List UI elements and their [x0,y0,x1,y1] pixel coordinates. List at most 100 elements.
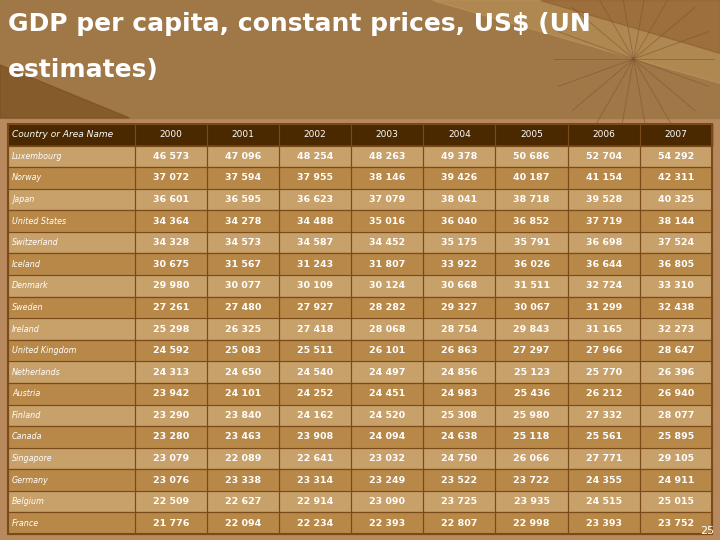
Bar [640,491,712,512]
Bar [8,124,712,146]
Text: 32 273: 32 273 [658,325,694,334]
Text: 2002: 2002 [304,130,326,139]
Bar [567,491,640,512]
Bar [135,232,207,253]
Bar [135,296,207,318]
Bar [207,210,279,232]
Text: 24 313: 24 313 [153,368,189,377]
Bar [279,275,351,296]
Text: 36 601: 36 601 [153,195,189,204]
Bar [351,361,423,383]
Text: 23 725: 23 725 [441,497,477,506]
Text: 25 118: 25 118 [513,433,550,441]
Bar [423,448,495,469]
Bar [135,146,207,167]
Bar [135,448,207,469]
Text: 25 511: 25 511 [297,346,333,355]
Bar [423,146,495,167]
Text: 23 522: 23 522 [441,476,477,484]
Text: Germany: Germany [12,476,49,484]
Bar [495,232,567,253]
Text: 36 040: 36 040 [441,217,477,226]
Text: 29 105: 29 105 [658,454,694,463]
Text: 30 067: 30 067 [513,303,549,312]
Bar [640,124,712,146]
Text: 34 328: 34 328 [153,238,189,247]
Bar [8,189,135,210]
Text: 27 966: 27 966 [585,346,622,355]
Bar [207,253,279,275]
Bar [423,491,495,512]
Bar [640,146,712,167]
Text: 24 650: 24 650 [225,368,261,377]
Text: 36 595: 36 595 [225,195,261,204]
Bar [495,426,567,448]
Bar [8,469,135,491]
Bar [567,448,640,469]
Text: Denmark: Denmark [12,281,49,291]
Text: 36 026: 36 026 [513,260,549,269]
Bar [207,296,279,318]
Bar [495,167,567,189]
Bar [279,426,351,448]
Text: Belgium: Belgium [12,497,45,506]
Text: 34 278: 34 278 [225,217,261,226]
Text: 25 308: 25 308 [441,411,477,420]
Text: 23 076: 23 076 [153,476,189,484]
Bar [567,167,640,189]
Bar [423,491,495,512]
Bar [207,469,279,491]
Text: 31 165: 31 165 [585,325,622,334]
Bar [351,404,423,426]
Text: 31 511: 31 511 [513,281,549,291]
Bar [495,340,567,361]
Text: 27 297: 27 297 [513,346,550,355]
Bar [207,232,279,253]
Text: 26 101: 26 101 [369,346,405,355]
Bar [640,491,712,512]
Text: 23 840: 23 840 [225,411,261,420]
Polygon shape [540,0,720,53]
Bar [207,189,279,210]
Bar [640,253,712,275]
Bar [135,124,207,146]
Bar [135,491,207,512]
Text: 37 072: 37 072 [153,173,189,183]
Bar [279,253,351,275]
Bar [423,253,495,275]
Bar [640,210,712,232]
Text: 2007: 2007 [665,130,688,139]
Text: 26 212: 26 212 [585,389,622,398]
Bar [135,167,207,189]
Bar [423,275,495,296]
Bar [351,426,423,448]
Text: 25: 25 [700,526,714,536]
Bar [8,383,135,404]
Text: United States: United States [12,217,66,226]
Bar [279,340,351,361]
Bar [567,404,640,426]
Bar [8,318,135,340]
Bar [423,469,495,491]
Bar [207,426,279,448]
Text: 46 573: 46 573 [153,152,189,161]
Bar [423,275,495,296]
Bar [423,340,495,361]
Text: 22 998: 22 998 [513,519,550,528]
Bar [423,404,495,426]
Bar [8,448,135,469]
Text: 27 418: 27 418 [297,325,333,334]
Bar [567,232,640,253]
Text: 30 668: 30 668 [441,281,477,291]
Bar [135,383,207,404]
Bar [423,210,495,232]
Bar [207,318,279,340]
Text: Canada: Canada [12,433,42,441]
Bar [279,124,351,146]
Text: 24 983: 24 983 [441,389,477,398]
Text: 36 644: 36 644 [585,260,622,269]
Bar [495,491,567,512]
Bar [567,146,640,167]
Bar [351,448,423,469]
Bar [279,404,351,426]
